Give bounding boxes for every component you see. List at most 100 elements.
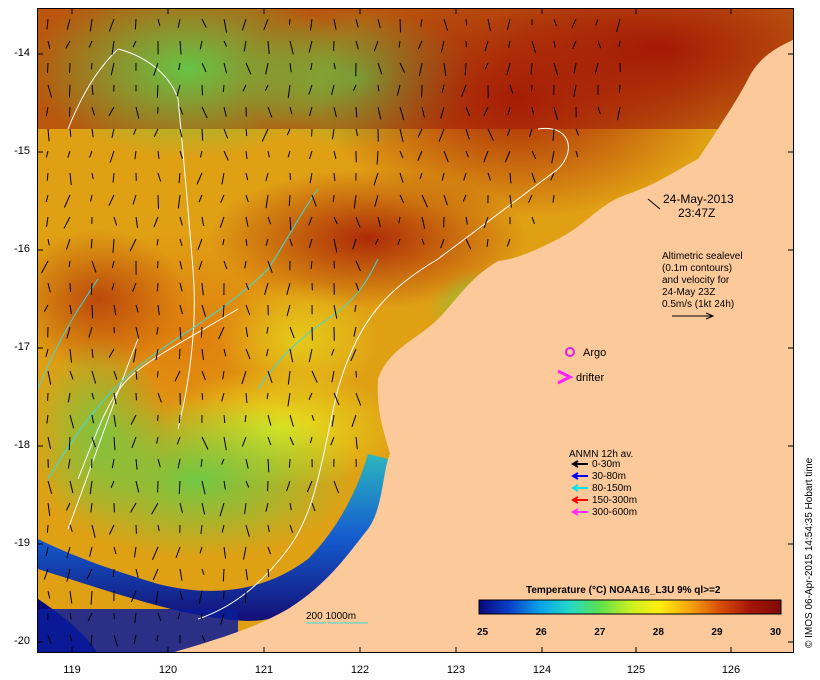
velocity-arrow: [132, 40, 137, 48]
velocity-arrow: [47, 84, 53, 98]
velocity-arrow: [178, 348, 181, 360]
velocity-arrow: [135, 326, 140, 339]
velocity-arrow: [377, 216, 381, 227]
velocity-arrow: [441, 172, 445, 181]
velocity-arrow: [47, 590, 51, 599]
velocity-arrow: [377, 84, 380, 92]
colorbar-tick-label: 29: [711, 627, 723, 638]
velocity-arrow: [531, 216, 535, 224]
velocity-arrow: [573, 84, 577, 97]
velocity-arrow: [133, 634, 137, 644]
velocity-arrow: [245, 62, 252, 75]
velocity-arrow: [69, 634, 73, 642]
velocity-arrow: [330, 436, 335, 446]
velocity-arrow: [41, 260, 49, 274]
velocity-arrow: [289, 172, 291, 180]
lat-tick-label: -18: [14, 439, 30, 451]
velocity-arrow: [265, 84, 269, 91]
velocity-arrow: [441, 84, 445, 94]
velocity-arrow: [223, 260, 228, 270]
velocity-arrow: [506, 18, 511, 31]
velocity-arrow: [178, 172, 181, 184]
velocity-arrow: [221, 392, 225, 402]
velocity-arrow: [91, 304, 94, 319]
velocity-arrow: [306, 480, 313, 493]
velocity-arrow: [131, 436, 137, 449]
velocity-arrow: [201, 304, 207, 317]
velocity-arrow: [289, 216, 292, 231]
velocity-arrow: [111, 458, 115, 469]
sst-field: [38, 9, 793, 652]
velocity-arrow: [152, 568, 159, 581]
velocity-arrow: [311, 502, 316, 512]
velocity-arrow: [90, 590, 93, 605]
velocity-arrow: [220, 194, 225, 203]
velocity-arrow: [267, 546, 271, 555]
velocity-arrow: [196, 172, 203, 185]
velocity-arrow: [311, 194, 317, 207]
velocity-arrow: [109, 150, 115, 163]
date-label: 24-May-2013: [663, 192, 734, 206]
velocity-arrow: [68, 84, 71, 98]
velocity-arrow: [529, 128, 533, 137]
velocity-arrow: [157, 194, 159, 209]
velocity-arrow: [287, 370, 291, 385]
velocity-arrow: [201, 62, 207, 73]
velocity-arrow: [45, 546, 49, 557]
velocity-arrow: [108, 524, 115, 535]
velocity-arrow: [333, 480, 340, 494]
velocity-arrow: [155, 348, 159, 361]
lat-tick-label: -19: [14, 537, 30, 549]
lon-tick-label: 125: [626, 664, 646, 676]
velocity-arrow: [223, 414, 226, 424]
velocity-arrow: [201, 18, 207, 28]
velocity-arrow: [69, 590, 73, 604]
legend-arrow-head: [571, 460, 579, 468]
velocity-arrow: [288, 194, 291, 207]
velocity-arrow: [618, 40, 621, 48]
velocity-arrow: [91, 106, 95, 116]
velocity-arrow: [47, 128, 50, 142]
velocity-arrow: [156, 238, 159, 246]
velocity-arrow: [483, 150, 489, 163]
velocity-arrow: [69, 414, 75, 429]
velocity-arrow: [89, 480, 93, 495]
alti-line-5: 0.5m/s (1kt 24h): [662, 299, 734, 310]
velocity-arrow: [245, 568, 248, 581]
velocity-arrow: [220, 612, 225, 625]
drifter-marker: [557, 369, 574, 385]
velocity-arrow: [487, 172, 491, 181]
velocity-arrow: [222, 238, 225, 246]
velocity-arrow: [68, 436, 71, 451]
legend-title: ANMN 12h av.: [569, 449, 633, 460]
velocity-arrow: [376, 150, 379, 165]
velocity-arrow: [157, 260, 159, 269]
velocity-arrow: [266, 326, 269, 334]
velocity-arrow: [91, 370, 97, 384]
velocity-arrow: [553, 40, 556, 48]
velocity-arrow: [223, 40, 228, 47]
velocity-arrow: [67, 150, 71, 158]
velocity-arrow: [90, 238, 93, 249]
velocity-arrow: [552, 194, 555, 203]
velocity-arrow: [243, 40, 247, 52]
velocity-arrow: [531, 84, 533, 92]
velocity-arrow: [112, 172, 115, 183]
velocity-arrow: [200, 524, 203, 535]
velocity-arrow: [155, 590, 159, 605]
velocity-arrow: [201, 128, 204, 141]
map-panel: Argo drifter 24-May-2013 23:47Z Altimetr…: [37, 8, 794, 653]
velocity-arrow: [419, 172, 423, 180]
velocity-arrow: [112, 568, 115, 578]
velocity-arrow: [244, 590, 247, 604]
velocity-arrow: [243, 546, 247, 560]
velocity-arrow: [421, 106, 425, 118]
velocity-arrow: [201, 370, 206, 381]
velocity-arrow: [179, 326, 182, 340]
velocity-arrow: [267, 414, 272, 426]
velocity-arrow: [331, 128, 335, 140]
velocity-arrow: [241, 370, 247, 385]
velocity-arrow: [266, 348, 269, 357]
velocity-arrow: [308, 238, 313, 249]
velocity-arrow: [333, 304, 338, 319]
